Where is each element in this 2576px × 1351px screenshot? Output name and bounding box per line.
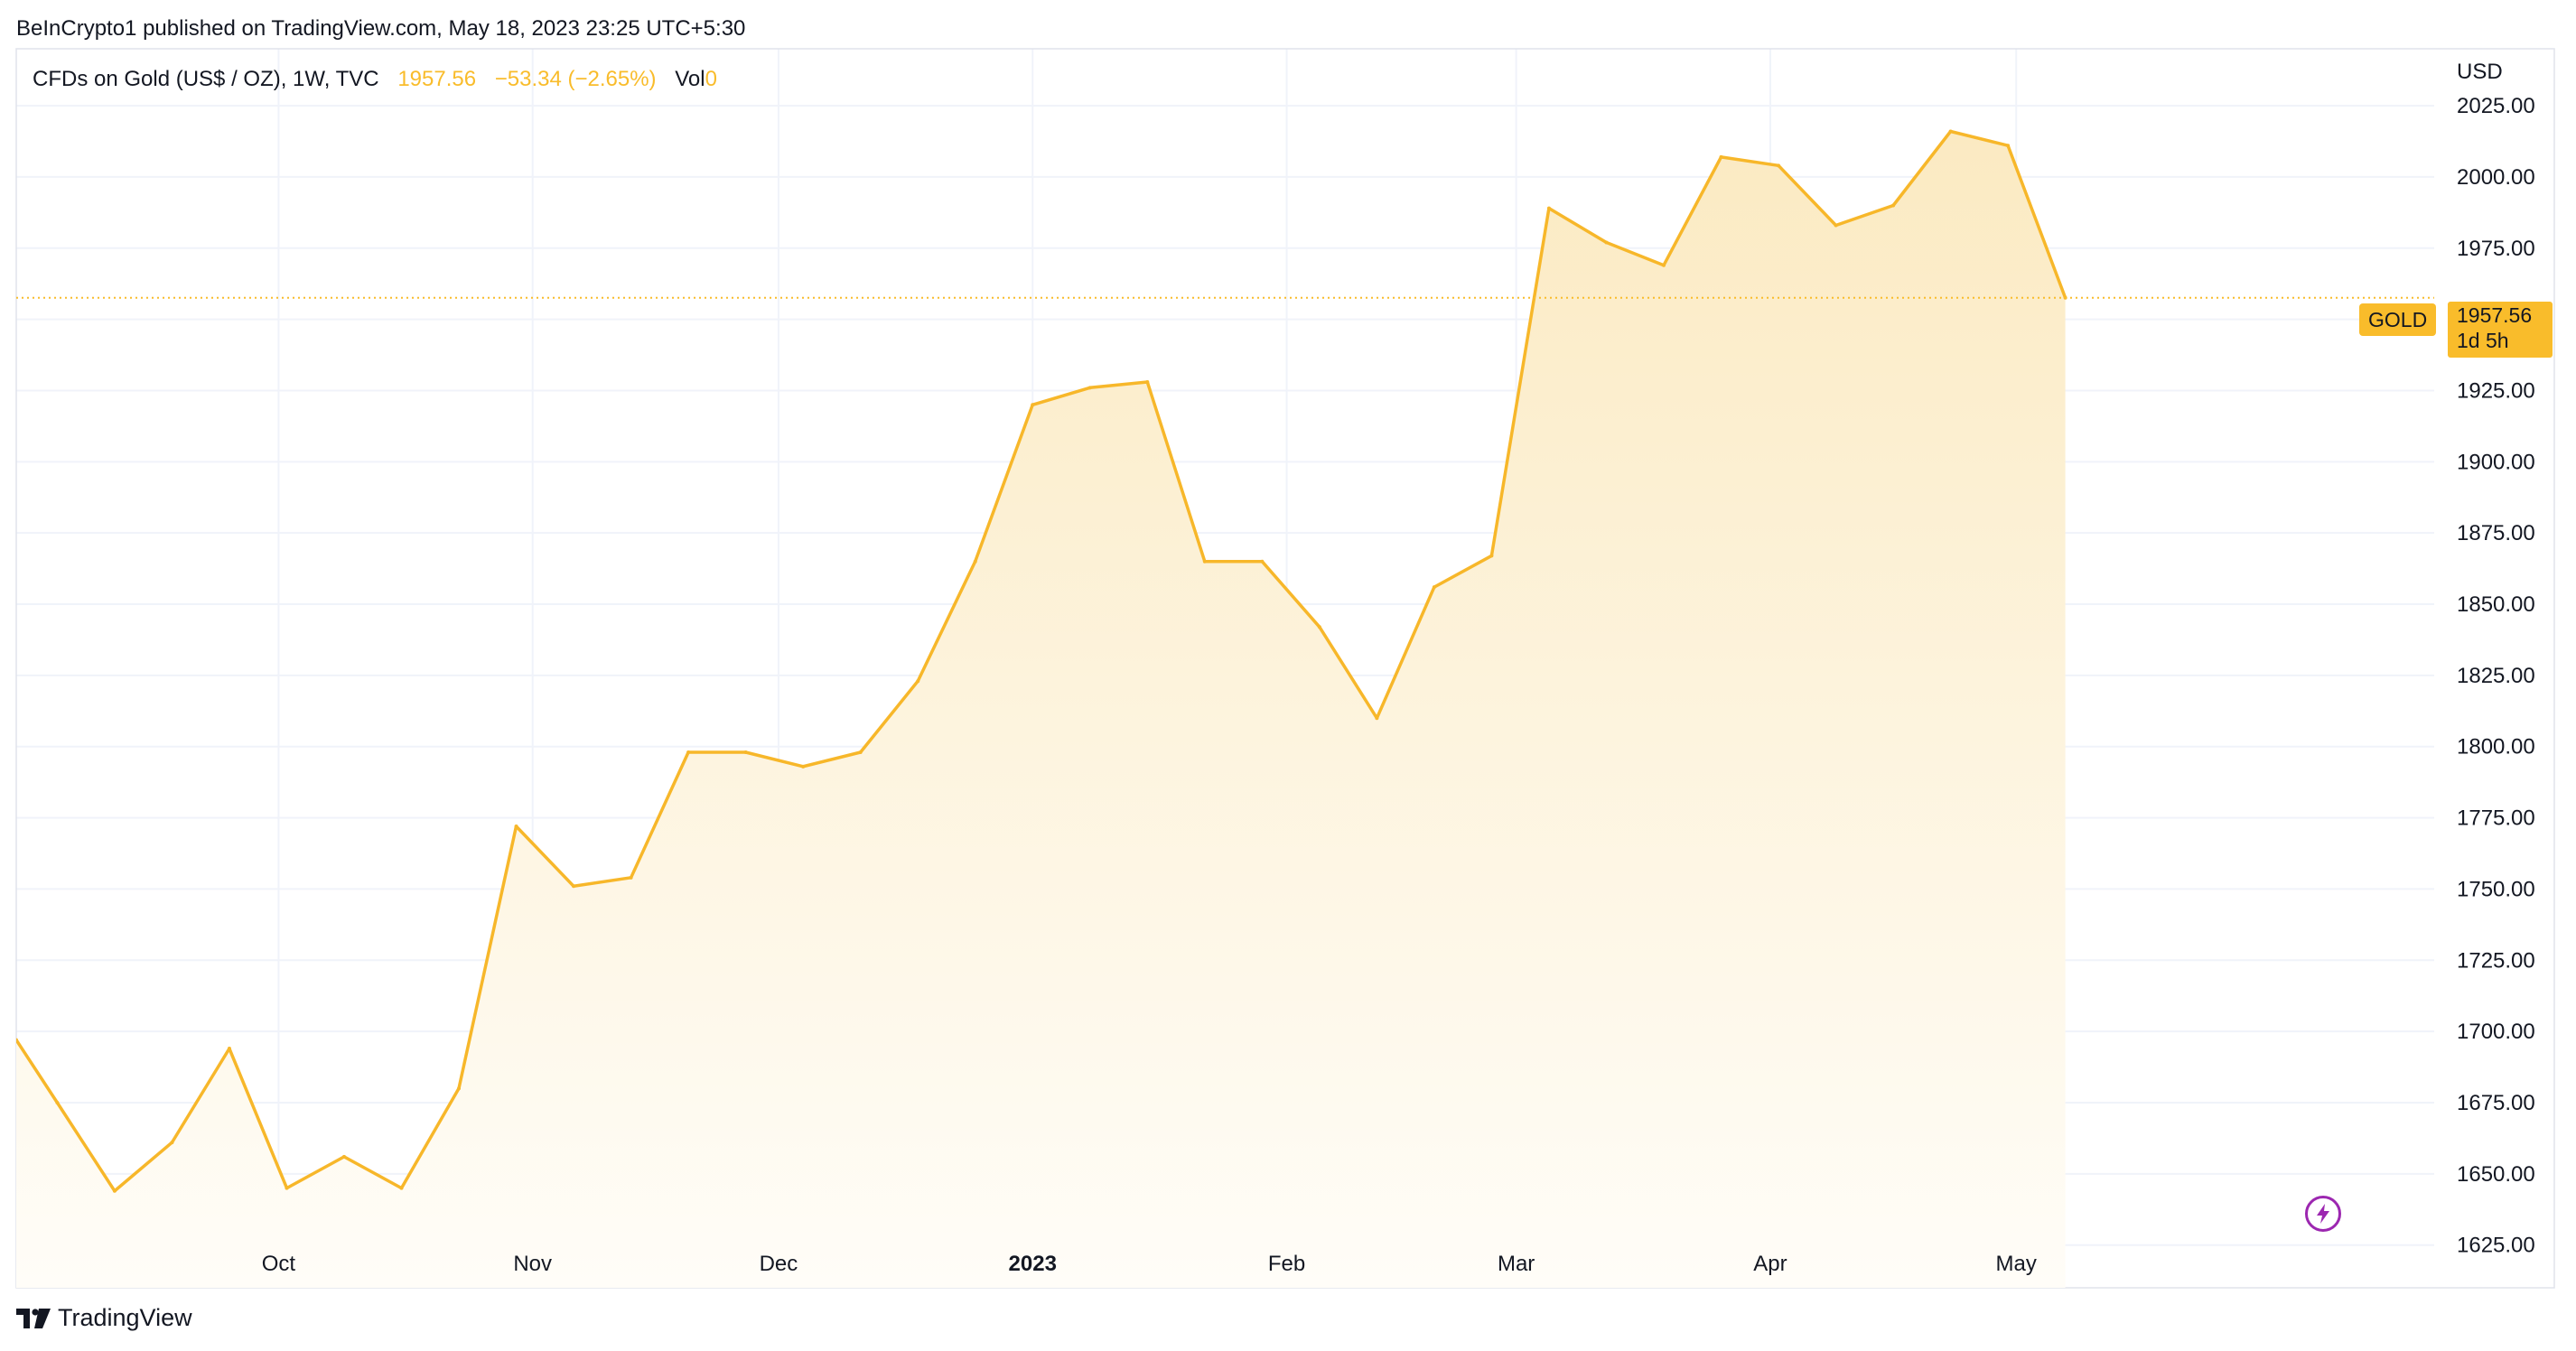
y-tick-label: 1625.00 xyxy=(2457,1234,2535,1258)
data-point xyxy=(1948,129,1953,134)
data-point xyxy=(1031,403,1035,407)
data-point xyxy=(743,750,748,755)
data-point xyxy=(399,1186,404,1190)
data-point xyxy=(1546,206,1551,210)
y-tick-label: 1675.00 xyxy=(2457,1091,2535,1115)
data-point xyxy=(1375,716,1379,721)
x-tick-label: 2023 xyxy=(1009,1252,1057,1276)
series-area xyxy=(16,129,2067,1288)
x-axis[interactable]: Oct Nov Dec 2023 Feb Mar Apr May xyxy=(262,1252,2037,1276)
data-point xyxy=(686,750,691,755)
tradingview-brand[interactable]: TradingView xyxy=(16,1304,192,1332)
y-tick-label: 1875.00 xyxy=(2457,521,2535,545)
data-point xyxy=(629,875,633,880)
data-point xyxy=(1432,585,1436,590)
y-tick-label: 1750.00 xyxy=(2457,877,2535,901)
data-point xyxy=(916,679,920,684)
data-point xyxy=(1145,380,1150,385)
data-point xyxy=(2006,144,2011,148)
y-tick-label: 1925.00 xyxy=(2457,378,2535,403)
currency-label[interactable]: USD xyxy=(2457,60,2503,84)
data-point xyxy=(1661,263,1666,267)
data-point xyxy=(285,1186,289,1190)
data-point xyxy=(973,559,977,564)
data-point xyxy=(1489,554,1494,558)
legend-volume-label: Vol xyxy=(675,67,705,91)
y-tick-label: 2000.00 xyxy=(2457,165,2535,190)
x-tick-label: Nov xyxy=(513,1252,552,1276)
data-point xyxy=(341,1154,346,1159)
data-point xyxy=(572,884,576,889)
bar-countdown: 1d 5h xyxy=(2457,329,2509,352)
y-tick-label: 2025.00 xyxy=(2457,94,2535,118)
last-price-tag: 1957.56 1d 5h xyxy=(2448,302,2553,358)
x-tick-label: Dec xyxy=(760,1252,798,1276)
data-point xyxy=(1777,163,1781,168)
y-axis[interactable]: 1625.00 1650.00 1675.00 1700.00 1725.00 1750.… xyxy=(2457,94,2535,1258)
last-price-value: 1957.56 xyxy=(2457,303,2533,327)
data-point xyxy=(1604,240,1609,245)
data-point xyxy=(801,764,806,769)
x-tick-label: Apr xyxy=(1753,1252,1787,1276)
data-point xyxy=(55,1100,60,1104)
data-point xyxy=(1834,223,1838,228)
data-point xyxy=(1891,203,1896,208)
legend-change: −53.34 (−2.65%) xyxy=(494,67,657,91)
data-point xyxy=(858,750,863,755)
data-point xyxy=(112,1188,117,1193)
x-tick-label: Feb xyxy=(1268,1252,1305,1276)
y-tick-label: 1850.00 xyxy=(2457,592,2535,617)
data-point xyxy=(1202,559,1207,564)
data-point xyxy=(1317,625,1321,629)
data-point xyxy=(1087,386,1092,390)
data-point xyxy=(1719,154,1723,159)
y-tick-label: 1900.00 xyxy=(2457,450,2535,474)
y-tick-label: 1975.00 xyxy=(2457,237,2535,261)
y-tick-label: 1700.00 xyxy=(2457,1020,2535,1044)
publish-info: BeInCrypto1 published on TradingView.com… xyxy=(16,16,746,41)
legend-volume-value: 0 xyxy=(705,67,717,91)
series-area-fill xyxy=(16,131,2066,1288)
brand-name: TradingView xyxy=(58,1304,192,1331)
tradingview-logo-icon xyxy=(16,1308,51,1328)
data-point xyxy=(514,825,518,829)
data-point xyxy=(457,1086,462,1091)
chart-legend: CFDs on Gold (US$ / OZ), 1W, TVC 1957.56… xyxy=(33,67,717,92)
y-tick-label: 1650.00 xyxy=(2457,1162,2535,1187)
lightning-bolt-icon[interactable] xyxy=(2305,1196,2341,1232)
symbol-tag: GOLD xyxy=(2359,303,2437,336)
data-point xyxy=(227,1047,231,1051)
x-tick-label: Mar xyxy=(1498,1252,1535,1276)
y-tick-label: 1825.00 xyxy=(2457,664,2535,688)
data-point xyxy=(170,1141,174,1145)
y-tick-label: 1775.00 xyxy=(2457,806,2535,831)
data-point xyxy=(16,1038,18,1042)
y-tick-label: 1725.00 xyxy=(2457,948,2535,973)
legend-price: 1957.56 xyxy=(397,67,477,91)
legend-symbol: CFDs on Gold (US$ / OZ), 1W, TVC xyxy=(33,67,379,91)
x-tick-label: May xyxy=(1996,1252,2037,1276)
x-tick-label: Oct xyxy=(262,1252,296,1276)
data-point xyxy=(1260,559,1265,564)
y-tick-label: 1800.00 xyxy=(2457,735,2535,759)
